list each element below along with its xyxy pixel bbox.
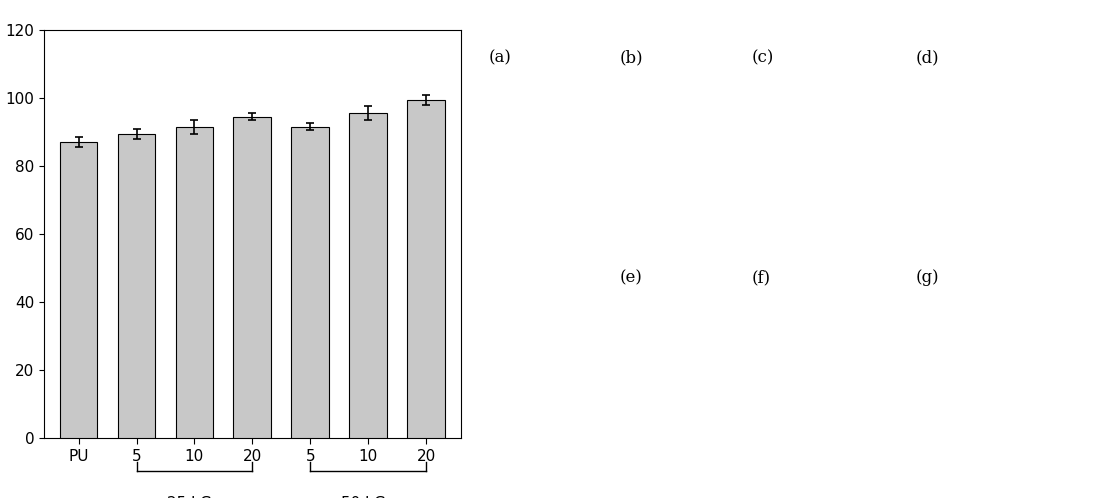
Bar <box>117 133 156 438</box>
Text: (b): (b) <box>620 50 644 67</box>
Bar <box>234 117 271 438</box>
Text: (e): (e) <box>620 269 643 286</box>
Text: (g): (g) <box>916 269 940 286</box>
Text: 50 kGy: 50 kGy <box>341 496 395 498</box>
Text: 25 kGy: 25 kGy <box>168 496 222 498</box>
Bar <box>292 127 329 438</box>
Bar <box>407 100 444 438</box>
Text: (c): (c) <box>751 50 773 67</box>
Text: (a): (a) <box>488 50 511 67</box>
Bar <box>349 113 387 438</box>
Text: (f): (f) <box>751 269 770 286</box>
Bar <box>60 142 98 438</box>
Bar <box>176 127 213 438</box>
Text: (d): (d) <box>916 50 940 67</box>
